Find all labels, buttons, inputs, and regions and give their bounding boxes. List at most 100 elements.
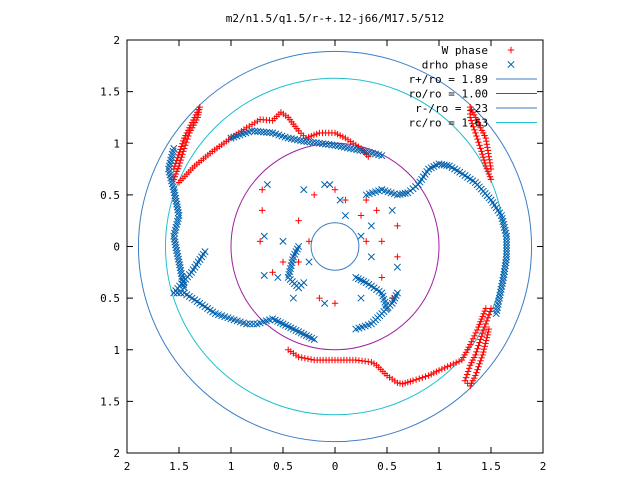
w-phase-marker <box>425 372 432 379</box>
drho-phase-marker <box>300 186 308 194</box>
w-phase-marker <box>447 362 454 369</box>
drho-phase-marker <box>174 255 182 263</box>
series-drho-phase <box>165 127 511 343</box>
w-phase-marker <box>468 117 475 124</box>
drho-phase-marker <box>174 252 182 260</box>
drho-phase-marker <box>367 253 375 261</box>
w-phase-marker <box>313 130 320 138</box>
w-phase-marker <box>475 323 482 331</box>
w-phase-marker <box>310 131 318 139</box>
w-phase-marker <box>474 366 481 373</box>
w-phase-marker <box>178 143 185 150</box>
drho-phase-marker <box>499 273 508 282</box>
w-phase-marker <box>477 336 484 343</box>
legend-label: r-/ro = .23 <box>415 102 488 115</box>
drho-phase-marker <box>357 294 365 302</box>
w-phase-marker <box>475 363 482 370</box>
w-phase-marker <box>316 294 323 302</box>
w-phase-marker <box>482 320 489 328</box>
w-phase-marker <box>486 159 494 167</box>
x-tick-label: 1 <box>228 460 235 473</box>
w-phase-marker <box>479 330 486 337</box>
drho-phase-marker <box>260 232 268 240</box>
legend-entry: rc/ro = 1.63 <box>409 117 537 130</box>
w-phase-marker <box>305 238 313 245</box>
w-phase-marker <box>476 360 483 367</box>
drho-phase-marker <box>249 320 258 328</box>
w-phase-marker <box>438 365 446 373</box>
drho-phase-marker <box>501 262 509 270</box>
drho-phase-marker <box>328 141 336 149</box>
w-phase-marker <box>301 355 309 362</box>
drho-phase-marker <box>341 211 349 220</box>
w-phase-marker <box>467 362 474 369</box>
legend-label: rc/ro = 1.63 <box>409 117 488 130</box>
w-phase-marker <box>480 153 487 161</box>
drho-phase-marker <box>336 196 344 204</box>
w-phase-marker <box>480 156 488 164</box>
w-phase-marker <box>485 311 493 318</box>
drho-phase-marker <box>503 244 511 252</box>
w-phase-marker <box>412 376 420 383</box>
drho-phase-marker <box>170 289 178 297</box>
w-phase-marker <box>480 310 487 317</box>
drho-phase-marker <box>325 140 333 149</box>
w-phase-marker <box>464 368 472 375</box>
w-phase-marker <box>174 154 181 161</box>
w-phase-marker <box>458 356 466 364</box>
w-phase-marker <box>476 339 483 346</box>
w-phase-marker <box>180 137 187 145</box>
drho-phase-marker <box>180 281 188 289</box>
drho-phase-marker <box>260 128 268 136</box>
w-phase-marker <box>473 369 480 376</box>
drho-phase-marker <box>243 320 251 328</box>
drho-phase-marker <box>492 310 500 318</box>
w-phase-marker <box>484 147 492 154</box>
circle-1 <box>230 142 440 351</box>
drho-phase-marker <box>177 269 185 278</box>
w-phase-marker <box>311 356 318 364</box>
drho-phase-marker <box>401 189 409 197</box>
w-phase-marker <box>483 334 491 341</box>
plot-area <box>126 39 544 454</box>
w-phase-marker <box>484 144 491 151</box>
drho-phase-marker <box>503 232 511 240</box>
drho-phase-marker <box>499 276 507 284</box>
w-phase-marker <box>422 373 429 380</box>
drho-phase-marker <box>172 197 180 205</box>
w-phase-marker <box>394 222 401 230</box>
w-phase-marker <box>295 258 302 266</box>
w-phase-marker <box>480 348 487 356</box>
w-phase-marker <box>419 374 426 381</box>
drho-phase-marker <box>246 320 254 328</box>
drho-phase-marker <box>503 238 511 246</box>
drho-phase-marker <box>310 335 318 343</box>
w-phase-marker <box>473 348 480 356</box>
y-tick-label: 1.5 <box>100 86 120 99</box>
w-phase-marker <box>485 328 492 336</box>
w-phase-marker <box>455 358 463 365</box>
drho-phase-marker <box>170 232 178 240</box>
w-phase-marker <box>483 137 490 145</box>
w-phase-marker <box>486 173 494 180</box>
drho-phase-marker <box>173 203 181 211</box>
drho-phase-marker <box>503 250 511 258</box>
w-phase-marker <box>474 135 481 143</box>
circle-2 <box>310 222 360 271</box>
drho-phase-marker <box>179 278 187 286</box>
drho-phase-marker <box>393 263 401 271</box>
w-phase-marker <box>463 371 471 378</box>
drho-phase-marker <box>170 186 178 194</box>
w-phase-marker <box>471 126 478 134</box>
y-tick-label: 0.5 <box>100 189 120 202</box>
drho-phase-marker <box>497 285 505 293</box>
w-phase-marker <box>471 332 478 340</box>
drho-phase-marker <box>503 241 511 249</box>
drho-phase-marker <box>171 194 180 202</box>
drho-phase-marker <box>498 282 506 290</box>
w-phase-marker <box>477 357 484 365</box>
w-phase-marker <box>181 134 188 142</box>
w-phase-marker <box>444 363 451 370</box>
w-phase-marker <box>298 354 305 361</box>
